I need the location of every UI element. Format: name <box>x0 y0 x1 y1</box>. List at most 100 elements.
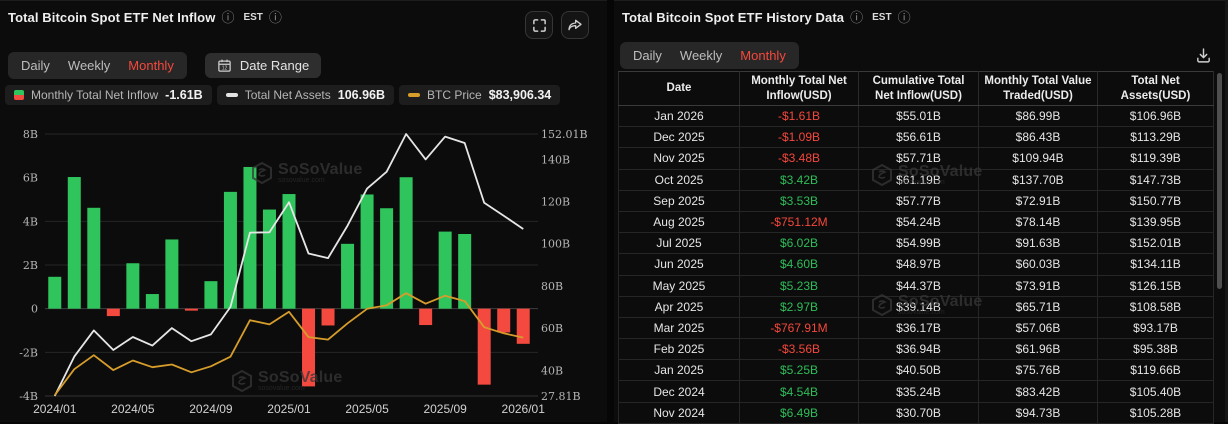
date-cell: Aug 2025 <box>618 210 740 234</box>
traded-cell: $61.96B <box>978 338 1098 361</box>
legend-value: $83,906.34 <box>488 88 552 102</box>
tab-monthly[interactable]: Monthly <box>740 48 786 63</box>
net-inflow-bar[interactable] <box>419 308 433 326</box>
table-row: Mar 2025 -$767.91M $36.17B $57.06B $93.17B <box>618 316 1214 340</box>
assets-cell: $150.77B <box>1097 189 1214 212</box>
net-inflow-bar[interactable] <box>106 308 120 317</box>
cumulative-cell: $55.01B <box>858 104 979 128</box>
table-row: Nov 2025 -$3.48B $57.71B $109.94B $119.39B <box>618 147 1214 170</box>
net-inflow-bar[interactable] <box>399 177 413 309</box>
net-inflow-bar[interactable] <box>321 308 335 326</box>
net-inflow-bar[interactable] <box>145 294 159 309</box>
legend-item-btc[interactable]: BTC Price $83,906.34 <box>399 85 561 105</box>
info-icon[interactable]: ⓘ <box>850 10 864 25</box>
net-inflow-bar[interactable] <box>48 276 62 309</box>
net-inflow-bar[interactable] <box>380 208 394 309</box>
legend-item-assets[interactable]: Total Net Assets 106.96B <box>216 85 395 105</box>
net-inflow-bar[interactable] <box>302 308 316 387</box>
cumulative-cell: $61.19B <box>858 168 979 191</box>
net-inflow-bar[interactable] <box>204 281 218 309</box>
assets-cell: $106.96B <box>1097 104 1214 128</box>
legend-label: Monthly Total Net Inflow <box>31 88 159 102</box>
table-row: Aug 2025 -$751.12M $54.24B $78.14B $139.95B <box>618 210 1214 234</box>
cumulative-cell: $35.24B <box>858 380 979 403</box>
left-axis-tick: 6B <box>23 172 38 185</box>
cumulative-cell: $36.94B <box>858 338 979 361</box>
net-inflow-bar[interactable] <box>87 207 101 309</box>
fullscreen-button[interactable] <box>525 11 553 39</box>
x-axis-tick: 2025/01 <box>267 402 311 416</box>
net-inflow-bar[interactable] <box>165 239 179 309</box>
traded-cell: $65.71B <box>978 295 1098 318</box>
x-axis-tick: 2025/09 <box>423 402 467 416</box>
assets-cell: $119.66B <box>1097 359 1214 382</box>
net-inflow-bar[interactable] <box>67 177 81 309</box>
tab-daily[interactable]: Daily <box>21 58 50 73</box>
inflow-cell: -$1.09B <box>739 126 859 149</box>
history-table: Date Monthly Total Net Inflow(USD) Cumulat… <box>618 71 1214 424</box>
cumulative-cell: $44.37B <box>858 274 979 297</box>
inflow-cell: $5.25B <box>739 359 859 382</box>
left-axis-tick: -2B <box>19 346 38 359</box>
tab-weekly[interactable]: Weekly <box>67 58 111 73</box>
x-axis-tick: 2024/09 <box>189 402 233 416</box>
timezone-info-icon[interactable]: ⓘ <box>897 10 911 25</box>
cumulative-cell: $57.71B <box>858 147 979 170</box>
inflow-cell: -$3.48B <box>739 147 859 170</box>
date-cell: Mar 2025 <box>618 316 740 340</box>
traded-cell: $91.63B <box>978 232 1098 255</box>
net-inflow-bar[interactable] <box>497 308 511 333</box>
share-button[interactable] <box>561 11 589 39</box>
legend-value: -1.61B <box>165 88 203 102</box>
inflow-cell: -$767.91M <box>739 316 859 340</box>
table-row: Oct 2025 $3.42B $61.19B $137.70B $147.73B <box>618 168 1214 191</box>
legend-label: Total Net Assets <box>244 88 331 102</box>
date-cell: Apr 2025 <box>618 295 740 318</box>
date-range-button[interactable]: 12 Date Range <box>204 53 322 78</box>
net-inflow-bar[interactable] <box>262 209 276 309</box>
table-scrollbar-thumb[interactable] <box>1217 73 1222 289</box>
inflow-cell: $6.02B <box>739 232 859 255</box>
traded-cell: $83.42B <box>978 380 1098 403</box>
tab-weekly[interactable]: Weekly <box>679 48 723 63</box>
right-axis-tick: 152.01B <box>541 128 588 141</box>
traded-cell: $75.76B <box>978 359 1098 382</box>
timezone-info-icon[interactable]: ⓘ <box>268 10 282 25</box>
net-inflow-bar[interactable] <box>516 308 530 344</box>
right-axis-tick: 120B <box>541 196 570 209</box>
table-row: Jul 2025 $6.02B $54.99B $91.63B $152.01B <box>618 232 1214 255</box>
left-axis-tick: 4B <box>23 215 38 228</box>
tab-daily[interactable]: Daily <box>633 48 662 63</box>
net-inflow-bar[interactable] <box>126 263 140 309</box>
net-inflow-chart[interactable]: 8B 6B 4B 2B 0 -2B -4B 152.01B 140B 120B 100B 80B 60B… <box>0 113 607 421</box>
traded-cell: $109.94B <box>978 147 1098 170</box>
net-inflow-bar[interactable] <box>223 191 237 309</box>
net-inflow-bar[interactable] <box>282 194 296 309</box>
btc-price-line <box>54 292 524 396</box>
assets-cell: $152.01B <box>1097 232 1214 255</box>
cumulative-cell: $56.61B <box>858 126 979 149</box>
assets-cell: $139.95B <box>1097 210 1214 234</box>
info-icon[interactable]: ⓘ <box>221 10 235 25</box>
assets-cell: $95.38B <box>1097 338 1214 361</box>
net-inflow-bar[interactable] <box>438 231 452 309</box>
table-scrollbar <box>1217 71 1222 423</box>
download-button[interactable] <box>1189 41 1217 69</box>
net-inflow-bar[interactable] <box>243 166 257 309</box>
assets-cell: $147.73B <box>1097 168 1214 191</box>
inflow-cell: $6.49B <box>739 401 859 424</box>
inflow-cell: -$1.61B <box>739 104 859 128</box>
legend-item-inflow[interactable]: Monthly Total Net Inflow -1.61B <box>5 85 212 105</box>
net-inflow-bar[interactable] <box>341 243 355 309</box>
net-inflow-bar[interactable] <box>360 194 374 309</box>
net-inflow-bar[interactable] <box>184 308 198 311</box>
column-header: Total Net Assets(USD) <box>1097 71 1214 106</box>
tab-monthly[interactable]: Monthly <box>128 58 174 73</box>
cumulative-cell: $48.97B <box>858 253 979 276</box>
date-cell: Dec 2024 <box>618 380 740 403</box>
x-axis-tick: 2025/05 <box>345 402 389 416</box>
chart-legend: Monthly Total Net Inflow -1.61B Total Net … <box>5 85 561 105</box>
traded-cell: $72.91B <box>978 189 1098 212</box>
net-inflow-bar[interactable] <box>458 233 472 309</box>
cumulative-cell: $54.99B <box>858 232 979 255</box>
